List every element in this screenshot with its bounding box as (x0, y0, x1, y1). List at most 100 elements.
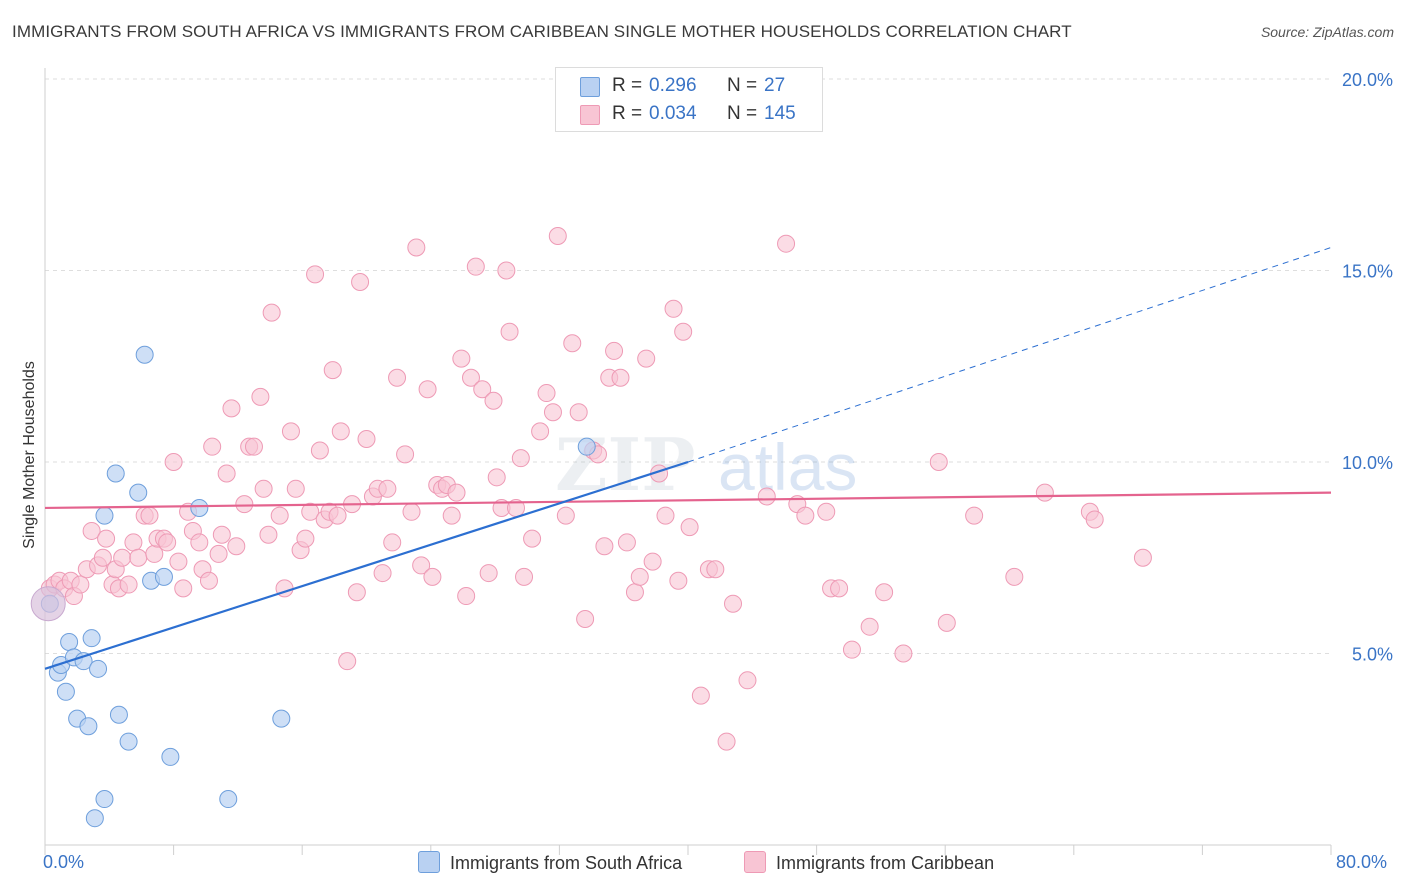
caribbean-point (227, 537, 246, 556)
caribbean-point (383, 533, 402, 552)
caribbean-point (71, 575, 90, 594)
caribbean-point (217, 464, 236, 483)
caribbean-point (93, 548, 112, 567)
caribbean-point (1085, 510, 1104, 529)
caribbean-point (244, 437, 263, 456)
caribbean-point (164, 453, 183, 471)
caribbean-point (777, 234, 796, 253)
caribbean-point (388, 368, 407, 387)
caribbean-point (338, 652, 357, 671)
caribbean-swatch (744, 851, 766, 873)
r-label: R = (612, 75, 643, 96)
caribbean-point (605, 341, 624, 360)
caribbean-point (500, 322, 519, 341)
caribbean-point (691, 686, 710, 705)
x-tick-max: 80.0% (1336, 852, 1388, 872)
caribbean-point (738, 671, 757, 690)
caribbean-point (548, 227, 567, 246)
caribbean-point (396, 445, 415, 464)
caribbean-point (174, 579, 193, 598)
caribbean-point (937, 613, 956, 632)
y-tick-label: 10.0% (1342, 453, 1393, 473)
caribbean-point (124, 533, 143, 552)
caribbean-point (113, 548, 132, 567)
south-africa-point (219, 790, 238, 809)
caribbean-point (97, 529, 116, 548)
caribbean-point (423, 567, 442, 586)
axes (44, 68, 1332, 855)
caribbean-point (129, 548, 148, 567)
south-africa-point (129, 483, 148, 502)
caribbean-point (817, 502, 836, 521)
caribbean-point (270, 506, 289, 525)
caribbean-point (473, 380, 492, 399)
n-value: 27 (764, 75, 786, 96)
caribbean-point (543, 403, 562, 422)
caribbean-point (680, 518, 699, 537)
caribbean-point (262, 303, 281, 322)
caribbean-point (351, 272, 370, 291)
caribbean-point (306, 265, 325, 284)
n-value: 145 (764, 103, 796, 124)
y-tick-label: 15.0% (1342, 262, 1393, 282)
south-africa-swatch (580, 77, 600, 97)
south-africa-point (119, 732, 138, 751)
caribbean-point (569, 403, 588, 422)
caribbean-point (212, 525, 231, 544)
caribbean-point (611, 368, 630, 387)
south-africa-point (154, 567, 173, 586)
zipatlas-watermark: ZIP atlas (555, 422, 857, 507)
y-tick-label: 5.0% (1352, 645, 1393, 665)
caribbean-point (643, 552, 662, 571)
caribbean-point (830, 579, 849, 598)
caribbean-point (82, 521, 101, 540)
stats-legend: R = 0.296 N = 27 R = 0.034 N = 145 (555, 67, 823, 132)
caribbean-point (286, 479, 305, 498)
caribbean-point (457, 587, 476, 606)
r-value: 0.034 (649, 103, 697, 124)
caribbean-point (209, 544, 228, 563)
caribbean-point (576, 610, 595, 629)
caribbean-point (328, 506, 347, 525)
caribbean-point (515, 567, 534, 586)
caribbean-point (796, 506, 815, 525)
caribbean-point (860, 617, 879, 636)
caribbean-point (664, 299, 683, 318)
y-axis-label: Single Mother Households (21, 361, 38, 549)
south-africa-point (577, 437, 596, 456)
caribbean-point (407, 238, 426, 257)
trend-lines (44, 247, 1332, 670)
caribbean-point (894, 644, 913, 663)
south-africa-point (272, 709, 291, 728)
caribbean-point (296, 529, 315, 548)
south-africa-point (135, 345, 154, 364)
south-africa-point (60, 633, 79, 652)
grid-lines (45, 78, 1331, 654)
caribbean-trend-line (44, 491, 1332, 510)
south-africa-swatch (418, 851, 440, 873)
caribbean-point (357, 430, 376, 449)
chart-title: IMMIGRANTS FROM SOUTH AFRICA VS IMMIGRAN… (12, 22, 1072, 41)
caribbean-point (190, 533, 209, 552)
caribbean-point (637, 349, 656, 368)
caribbean-point (757, 487, 776, 506)
caribbean-point (706, 560, 725, 579)
south-africa-point (161, 747, 180, 766)
south-africa-points (30, 345, 596, 828)
south-africa-point (56, 682, 75, 701)
caribbean-point (487, 468, 506, 487)
n-label: N = (727, 103, 758, 124)
caribbean-point (140, 506, 159, 525)
caribbean-point (254, 479, 273, 498)
caribbean-point (875, 583, 894, 602)
caribbean-point (461, 368, 480, 387)
caribbean-point (523, 529, 542, 548)
south-africa-trend-line (44, 460, 689, 670)
caribbean-point (1035, 483, 1054, 502)
n-label: N = (727, 75, 758, 96)
caribbean-point (511, 449, 530, 468)
caribbean-point (347, 583, 366, 602)
r-label: R = (612, 103, 643, 124)
caribbean-point (842, 640, 861, 659)
